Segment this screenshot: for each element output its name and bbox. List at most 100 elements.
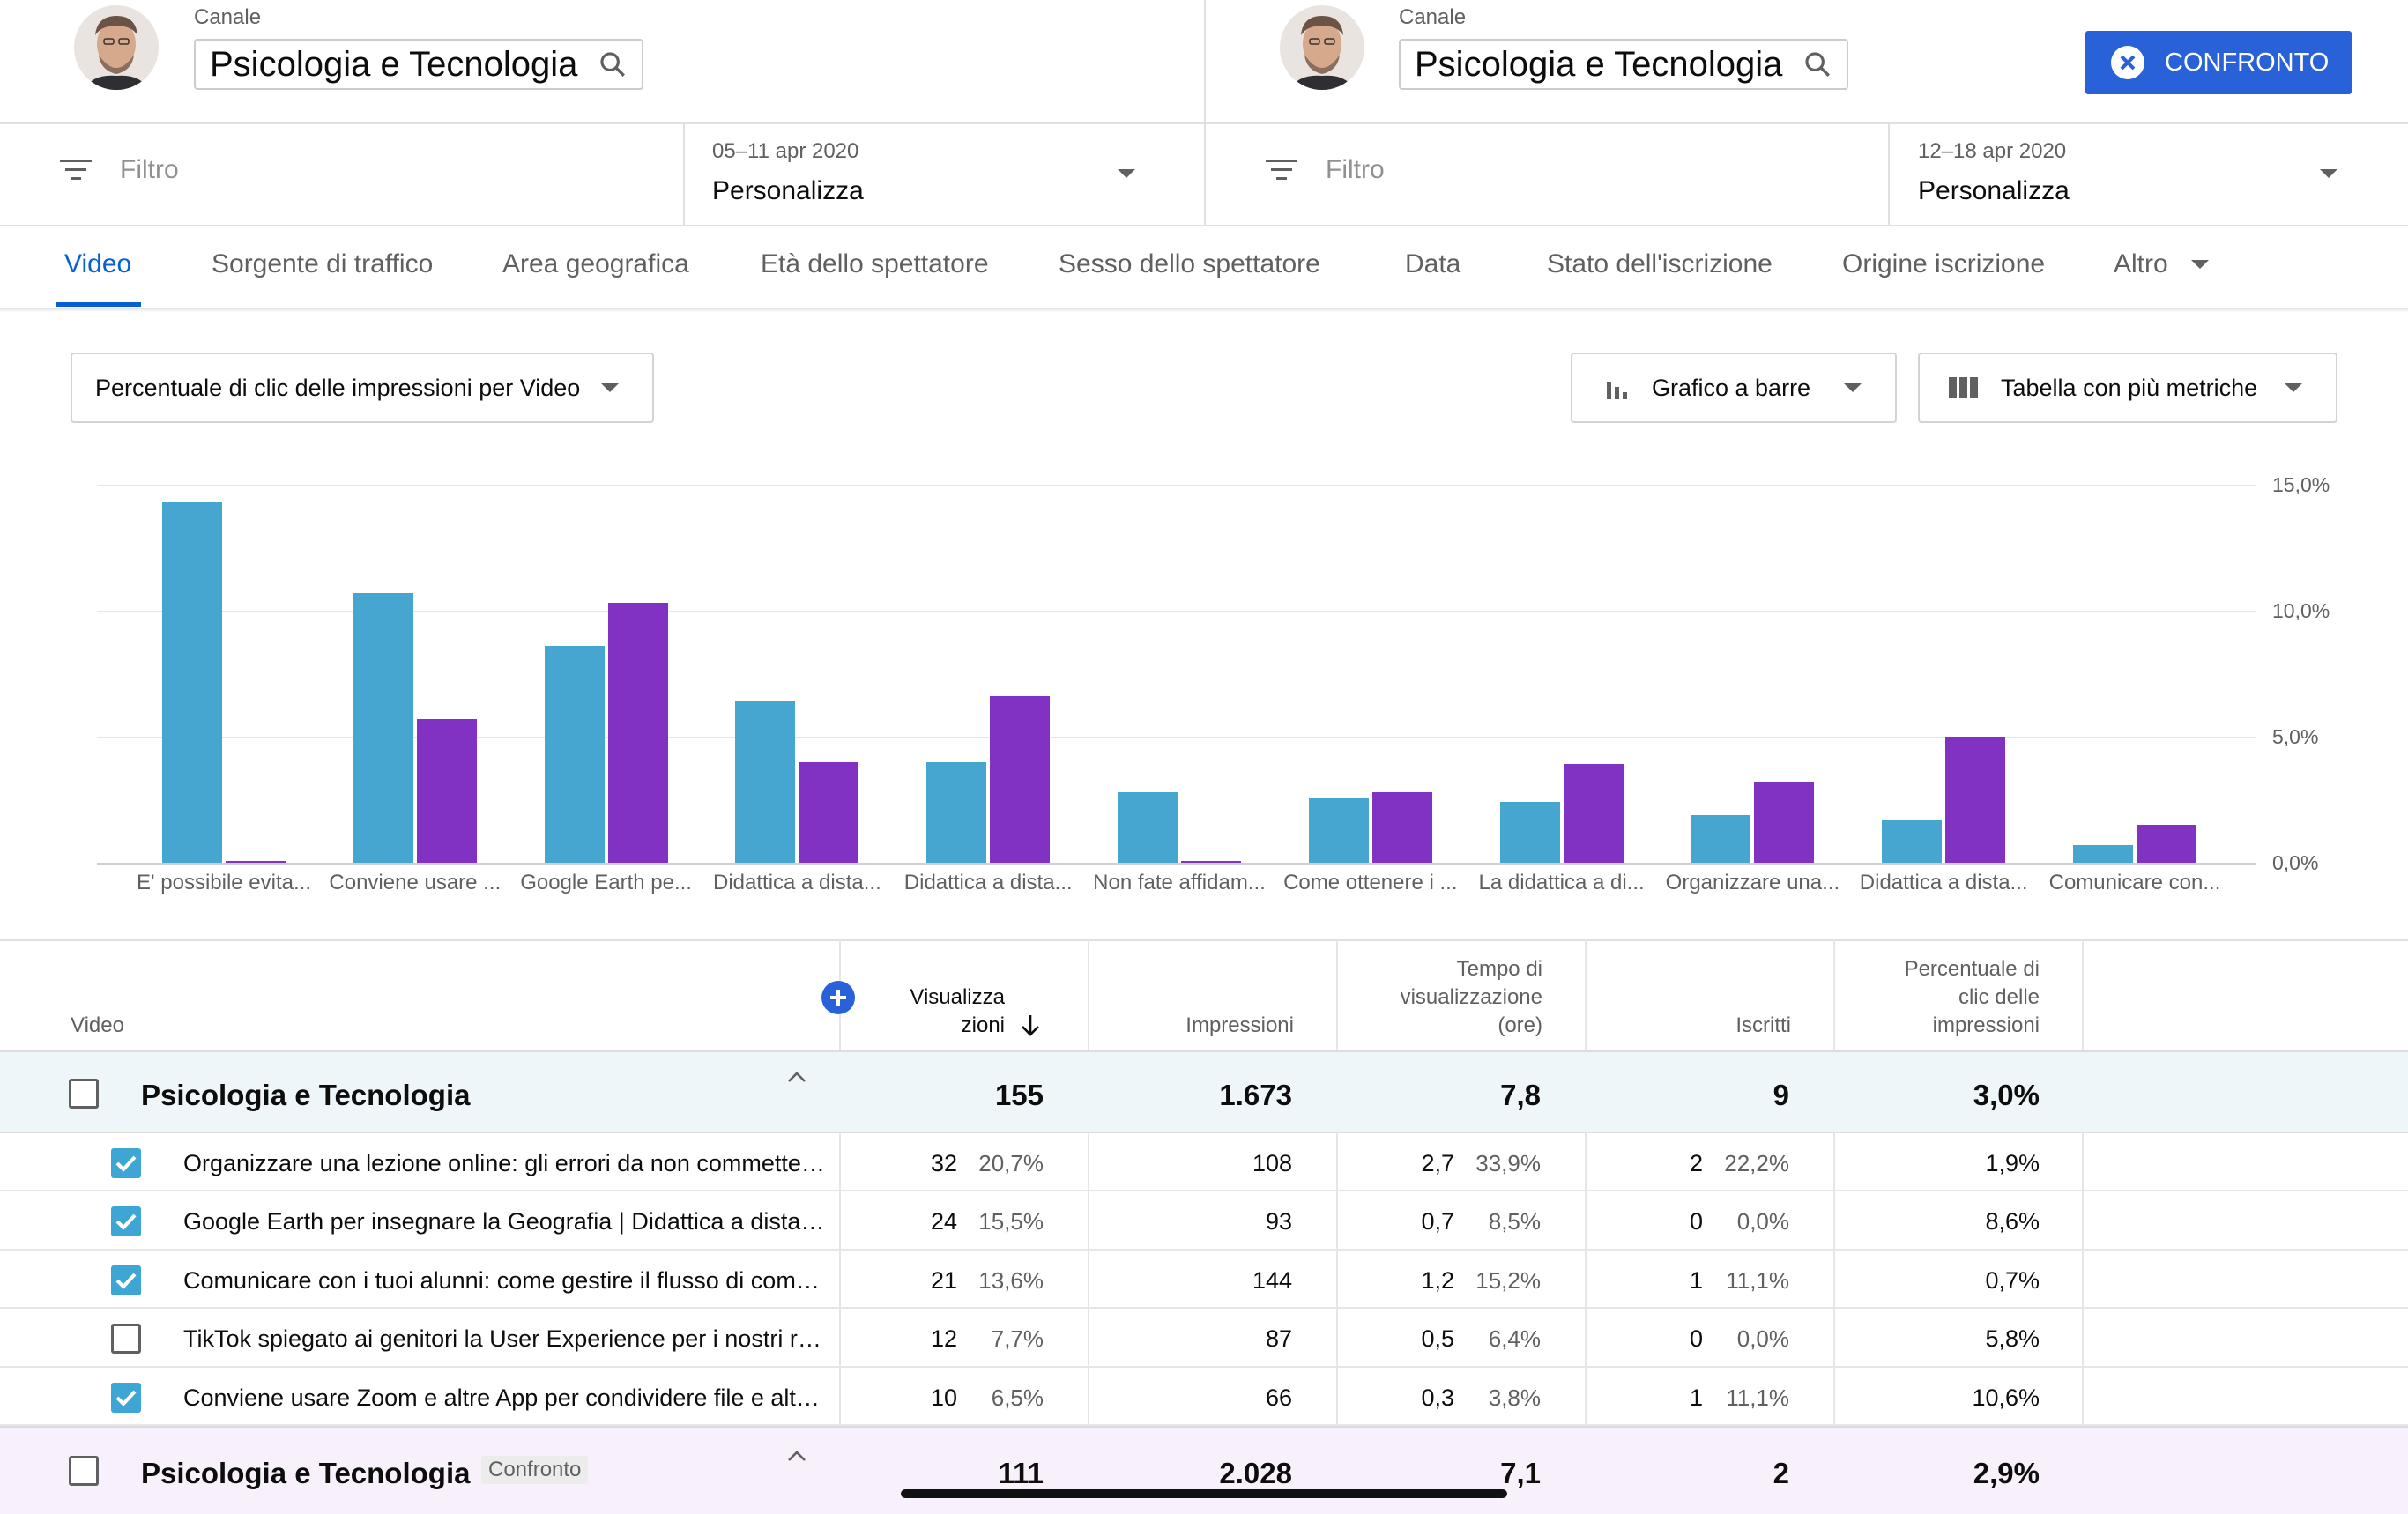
group-row-primary[interactable]	[0, 1050, 2408, 1133]
compare-button[interactable]: CONFRONTO	[2085, 31, 2352, 94]
column-header-views[interactable]: Visualizza zioni	[846, 983, 1005, 1040]
bar-series1-7[interactable]	[1308, 797, 1369, 863]
bar-series1-6[interactable]	[1118, 791, 1178, 863]
bar-series1-11[interactable]	[2073, 844, 2133, 863]
bar-series2-5[interactable]	[990, 696, 1051, 863]
bar-series2-7[interactable]	[1371, 791, 1432, 863]
row-checkbox[interactable]	[111, 1148, 141, 1178]
row-checkbox[interactable]	[111, 1382, 141, 1413]
channel-search-right[interactable]: Psicologia e Tecnologia	[1399, 39, 1848, 90]
group1-subscribers: 9	[1773, 1079, 1789, 1111]
bar-series1-8[interactable]	[1499, 802, 1560, 863]
column-header-impressions[interactable]: Impressioni	[1185, 1013, 1294, 1037]
tab-more[interactable]: Altro	[2114, 249, 2209, 279]
tab-traffic-source[interactable]: Sorgente di traffico	[212, 249, 434, 278]
date-picker-left[interactable]: 05–11 apr 2020 Personalizza	[712, 139, 1144, 210]
tab-geography[interactable]: Area geografica	[502, 249, 689, 278]
plus-icon	[830, 990, 846, 1006]
group-checkbox-primary[interactable]	[69, 1079, 99, 1109]
compare-badge-label: Confronto	[488, 1458, 582, 1481]
row-views: 10	[930, 1384, 957, 1411]
tab-video[interactable]: Video	[64, 249, 132, 278]
chevron-down-icon	[601, 383, 619, 392]
gridline-0	[97, 863, 2256, 865]
row-views: 24	[930, 1208, 957, 1236]
row-title: TikTok spiegato ai genitori la User Expe…	[183, 1325, 827, 1353]
bar-series1-4[interactable]	[735, 701, 796, 863]
row-checkbox[interactable]	[111, 1265, 141, 1295]
table-row[interactable]	[0, 1368, 2408, 1426]
filter-placeholder-left: Filtro	[120, 155, 179, 184]
table-row[interactable]	[0, 1309, 2408, 1368]
channel-label-left: Canale	[194, 5, 262, 29]
row-subscribers: 0	[1689, 1325, 1703, 1353]
row-subscribers-pct: 0,0%	[1736, 1208, 1789, 1236]
date-picker-right[interactable]: 12–18 apr 2020 Personalizza	[1918, 139, 2350, 210]
metric-select[interactable]: Percentuale di clic delle impressioni pe…	[71, 353, 654, 423]
group1-ctr: 3,0%	[1973, 1079, 2040, 1111]
search-icon[interactable]	[1802, 49, 1832, 79]
bar-series2-8[interactable]	[1563, 764, 1624, 863]
row-impressions: 66	[1265, 1384, 1292, 1411]
bar-series1-9[interactable]	[1691, 814, 1751, 863]
filter-left[interactable]: Filtro	[58, 155, 179, 185]
row-subscribers: 1	[1689, 1266, 1703, 1294]
bar-series2-4[interactable]	[799, 761, 859, 863]
group-row-compare[interactable]	[0, 1426, 2408, 1514]
bar-series1-10[interactable]	[1882, 820, 1943, 863]
chevron-down-icon	[1844, 383, 1862, 392]
row-views: 32	[930, 1150, 957, 1176]
bar-chart-icon	[1607, 382, 1627, 399]
bar-series2-11[interactable]	[2137, 825, 2196, 863]
x-axis-label: Comunicare con...	[2048, 871, 2221, 894]
gridline-5	[97, 737, 2256, 738]
row-ctr: 5,8%	[1985, 1325, 2040, 1353]
tab-viewer-age[interactable]: Età dello spettatore	[761, 249, 989, 278]
date-range-left: 05–11 apr 2020	[712, 139, 859, 163]
bar-series1-5[interactable]	[926, 761, 987, 863]
table-row[interactable]	[0, 1133, 2408, 1192]
table-type-select[interactable]: Tabella con più metriche	[1918, 353, 2337, 423]
bar-series2-3[interactable]	[607, 603, 668, 863]
column-header-views-line1: Visualizza	[910, 985, 1005, 1009]
checkmark-icon	[115, 1390, 137, 1406]
group2-ctr: 2,9%	[1973, 1457, 2040, 1489]
column-header-views-line2: zioni	[961, 1013, 1005, 1037]
sort-arrow-down-icon[interactable]	[1019, 1013, 1042, 1038]
column-header-ctr[interactable]: Percentuale di clic delle impressioni	[1835, 955, 2040, 1040]
add-column-button[interactable]	[821, 981, 855, 1014]
row-views: 12	[930, 1325, 957, 1353]
tab-subscription-status[interactable]: Stato dell'iscrizione	[1547, 249, 1773, 278]
row-subscribers: 2	[1689, 1150, 1703, 1176]
metric-select-label: Percentuale di clic delle impressioni pe…	[95, 374, 581, 401]
x-axis-label: La didattica a di...	[1478, 871, 1645, 894]
tab-date[interactable]: Data	[1405, 249, 1461, 278]
bar-series2-2[interactable]	[416, 718, 477, 863]
column-header-subscribers[interactable]: Iscritti	[1735, 1013, 1791, 1037]
chart-type-select[interactable]: Grafico a barre	[1571, 353, 1897, 423]
bar-series2-9[interactable]	[1754, 782, 1815, 863]
search-icon[interactable]	[598, 49, 628, 79]
chart-type-label: Grafico a barre	[1652, 374, 1811, 401]
bar-series2-6[interactable]	[1181, 861, 1241, 863]
bar-series2-10[interactable]	[1945, 737, 2006, 863]
row-views-pct: 6,5%	[991, 1384, 1044, 1411]
row-checkbox[interactable]	[111, 1324, 141, 1354]
bar-series2-1[interactable]	[226, 861, 286, 863]
chevron-up-icon[interactable]	[786, 1449, 807, 1463]
table-row[interactable]	[0, 1251, 2408, 1310]
filter-right[interactable]: Filtro	[1264, 155, 1385, 185]
row-watch-time-pct: 6,4%	[1488, 1325, 1541, 1353]
bar-series1-3[interactable]	[544, 646, 605, 863]
channel-search-left[interactable]: Psicologia e Tecnologia	[194, 39, 643, 90]
tab-viewer-gender[interactable]: Sesso dello spettatore	[1059, 249, 1320, 278]
bar-series1-2[interactable]	[353, 592, 413, 863]
table-row[interactable]	[0, 1191, 2408, 1251]
tab-subscription-source[interactable]: Origine iscrizione	[1842, 249, 2046, 278]
chevron-up-icon[interactable]	[786, 1070, 807, 1084]
bar-series1-1[interactable]	[162, 502, 222, 863]
row-checkbox[interactable]	[111, 1206, 141, 1237]
column-header-watch-time[interactable]: Tempo di visualizzazione (ore)	[1340, 955, 1542, 1040]
home-indicator[interactable]	[901, 1489, 1507, 1498]
group-checkbox-compare[interactable]	[69, 1456, 99, 1486]
